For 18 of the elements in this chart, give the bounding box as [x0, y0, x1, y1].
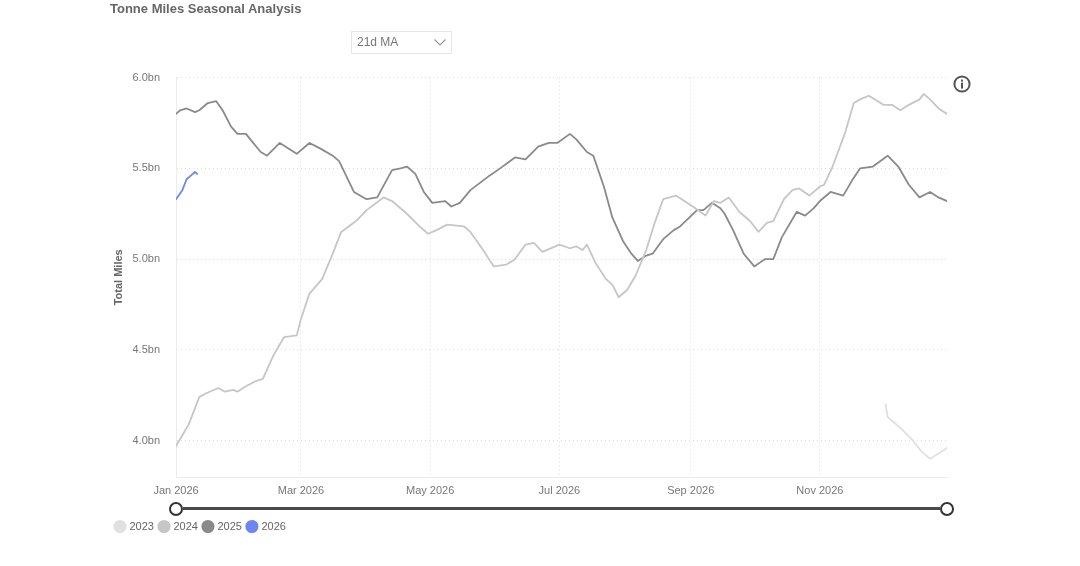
text: 21d MA [357, 35, 399, 49]
y-tick-label: 4.0bn [132, 433, 160, 446]
x-tick-label: May 2026 [406, 483, 455, 496]
x-tick-label: Sep 2026 [667, 483, 715, 496]
chart-title: Tonne Miles Seasonal Analysis [110, 1, 302, 17]
legend-label: 2024 [173, 519, 198, 532]
legend-label: 2023 [129, 519, 154, 532]
x-tick-label: Nov 2026 [796, 483, 844, 496]
y-tick-label: 4.5bn [132, 342, 160, 355]
y-tick-label: 6.0bn [132, 70, 160, 83]
x-tick-label: Mar 2026 [277, 483, 325, 496]
legend-label: 2025 [217, 519, 242, 532]
y-tick-label: 5.5bn [132, 161, 160, 174]
legend-label: 2026 [261, 519, 286, 532]
y-tick-label: 5.0bn [132, 252, 160, 265]
y-axis-title: Total Miles [111, 249, 124, 306]
x-tick-label: Jul 2026 [538, 483, 581, 496]
x-tick-label: Jan 2026 [153, 483, 199, 496]
